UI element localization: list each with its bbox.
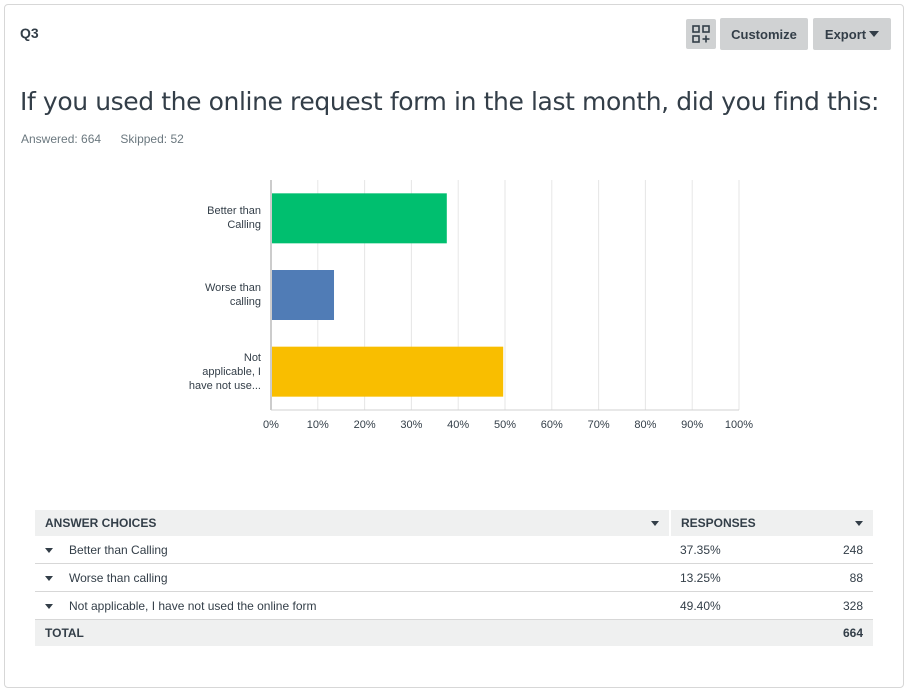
bar[interactable] <box>272 346 504 397</box>
x-tick-label: 30% <box>400 419 423 431</box>
table-row: Not applicable, I have not used the onli… <box>35 591 873 620</box>
percent-cell: 37.35% <box>670 536 793 564</box>
category-label-line: Not <box>243 351 261 364</box>
bar[interactable] <box>272 270 335 320</box>
total-row: TOTAL 664 <box>35 619 873 646</box>
x-tick-label: 60% <box>540 419 563 431</box>
table-row: Worse than calling 13.25% 88 <box>35 563 873 592</box>
responses-header[interactable]: RESPONSES <box>670 510 873 536</box>
export-label: Export <box>824 26 867 42</box>
responses-header-label: RESPONSES <box>681 516 756 530</box>
x-tick-label: 80% <box>634 419 657 431</box>
sort-responses-icon[interactable] <box>855 520 863 526</box>
category-label-line: Calling <box>227 219 261 232</box>
x-tick-label: 40% <box>447 419 470 431</box>
x-tick-label: 50% <box>493 419 517 431</box>
sort-choices-icon[interactable] <box>651 520 659 526</box>
customize-button[interactable]: Customize <box>720 18 808 50</box>
x-tick-label: 70% <box>587 419 610 431</box>
count-cell: 248 <box>792 536 873 564</box>
export-button[interactable]: Export <box>813 18 891 50</box>
category-label-line: have not use... <box>188 379 261 392</box>
bar[interactable] <box>272 193 447 244</box>
chart-svg <box>270 180 740 411</box>
category-label: Better than Calling <box>161 204 261 232</box>
percent-cell: 49.40% <box>670 591 793 620</box>
total-count: 664 <box>792 619 873 646</box>
expand-row-icon[interactable] <box>45 547 53 553</box>
response-stats: Answered: 664 Skipped: 52 <box>21 132 200 146</box>
choice-label: Worse than calling <box>69 570 168 585</box>
x-tick-label: 20% <box>353 419 376 431</box>
answered-count: Answered: 664 <box>21 132 102 146</box>
x-tick-label: 100% <box>724 419 754 431</box>
category-label-line: Better than <box>207 205 261 218</box>
choice-cell[interactable]: Worse than calling <box>35 563 670 592</box>
expand-row-icon[interactable] <box>45 575 53 581</box>
chevron-down-icon <box>869 31 880 37</box>
x-tick-label: 90% <box>681 419 704 431</box>
choice-cell[interactable]: Better than Calling <box>35 536 670 564</box>
table-row: Better than Calling 37.35% 248 <box>35 536 873 564</box>
choice-cell[interactable]: Not applicable, I have not used the onli… <box>35 591 670 620</box>
category-label-line: calling <box>229 296 261 308</box>
question-number: Q3 <box>20 25 39 41</box>
choice-label: Not applicable, I have not used the onli… <box>69 598 317 613</box>
choice-label: Better than Calling <box>69 542 168 557</box>
x-tick-label: 0% <box>263 419 279 431</box>
category-label-line: Worse than <box>204 282 261 294</box>
count-cell: 328 <box>792 591 873 620</box>
answer-choices-header-label: ANSWER CHOICES <box>45 516 157 530</box>
skipped-count: Skipped: 52 <box>120 132 184 146</box>
grid-plus-icon <box>692 25 710 43</box>
question-title: If you used the online request form in t… <box>20 87 880 116</box>
category-label-line: applicable, I <box>202 365 261 378</box>
total-label: TOTAL <box>35 619 670 646</box>
layout-toggle-button[interactable] <box>686 19 716 49</box>
question-card: Q3 Customize Export If you used the onli… <box>4 4 904 688</box>
category-label: Worse than calling <box>161 281 261 309</box>
answer-choices-header[interactable]: ANSWER CHOICES <box>35 510 671 536</box>
percent-cell: 13.25% <box>670 563 793 592</box>
responses-table: ANSWER CHOICES RESPONSES Better than Cal… <box>35 510 873 646</box>
x-tick-label: 10% <box>306 419 329 431</box>
expand-row-icon[interactable] <box>45 603 53 609</box>
count-cell: 88 <box>792 563 873 592</box>
total-spacer <box>670 619 793 646</box>
